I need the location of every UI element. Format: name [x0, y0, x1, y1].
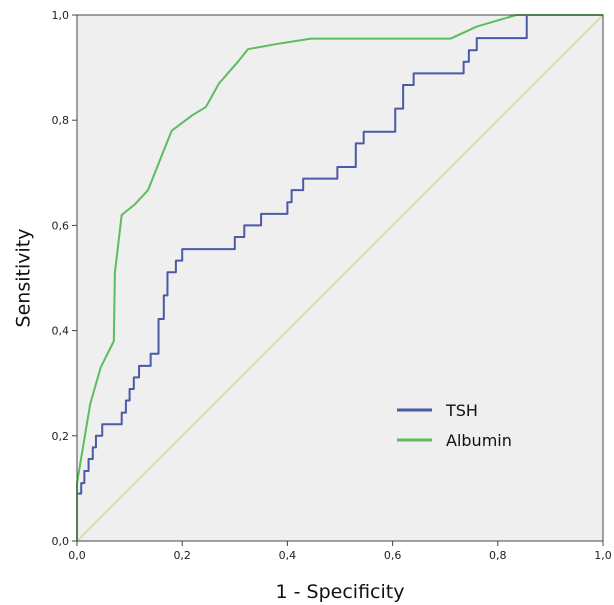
series-line-tsh: [76, 14, 603, 541]
y-axis-title: Sensitivity: [13, 229, 35, 328]
x-tick-label: 0,6: [384, 549, 402, 562]
x-tick-label: 0,8: [489, 549, 507, 562]
x-tick-label: 0,2: [173, 549, 191, 562]
y-tick-label: 0,6: [52, 219, 70, 232]
legend: TSH Albumin: [397, 401, 512, 450]
plot-frame: [76, 14, 604, 542]
y-tick-label: 0,0: [52, 535, 70, 548]
legend-label-tsh: TSH: [445, 401, 478, 420]
y-tick-label: 0,8: [52, 114, 70, 127]
x-tick-label: 0,4: [279, 549, 297, 562]
legend-label-albumin: Albumin: [446, 431, 512, 450]
y-tick-label: 0,2: [52, 430, 70, 443]
y-tick-label: 1,0: [52, 9, 70, 22]
x-axis-title: 1 - Specificity: [276, 581, 405, 603]
x-tick-label: 1,0: [594, 549, 612, 562]
reference-diagonal: [76, 14, 604, 542]
x-tick-label: 0,0: [68, 549, 86, 562]
series-line-albumin: [76, 14, 603, 541]
y-tick-label: 0,4: [52, 325, 70, 338]
